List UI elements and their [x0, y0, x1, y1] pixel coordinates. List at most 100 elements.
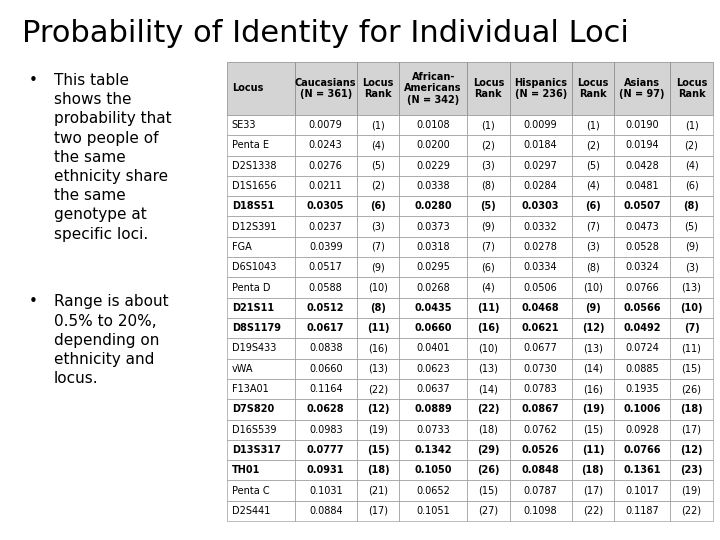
Bar	[467, 196, 510, 217]
Bar	[227, 420, 294, 440]
Text: 0.0303: 0.0303	[522, 201, 559, 211]
Bar	[510, 359, 572, 379]
Text: 0.0481: 0.0481	[626, 181, 659, 191]
Text: (15): (15)	[682, 364, 701, 374]
Bar	[227, 440, 294, 460]
Text: 0.0079: 0.0079	[309, 120, 343, 130]
Bar	[510, 278, 572, 298]
Bar	[399, 257, 467, 278]
Text: (5): (5)	[685, 221, 698, 232]
Bar	[399, 217, 467, 237]
Text: 0.0373: 0.0373	[416, 221, 450, 232]
Bar	[467, 501, 510, 521]
Bar	[510, 460, 572, 481]
Text: (19): (19)	[368, 424, 388, 435]
Text: 0.0506: 0.0506	[523, 282, 557, 293]
Text: 0.0566: 0.0566	[624, 303, 661, 313]
Bar	[399, 196, 467, 217]
Bar	[614, 257, 670, 278]
Bar	[572, 176, 614, 196]
Text: 0.0777: 0.0777	[307, 445, 344, 455]
Text: 0.0278: 0.0278	[523, 242, 557, 252]
Text: (9): (9)	[585, 303, 600, 313]
Bar	[572, 156, 614, 176]
Bar	[399, 379, 467, 399]
Bar	[467, 420, 510, 440]
Bar	[670, 135, 713, 156]
Text: 0.0200: 0.0200	[416, 140, 450, 150]
Text: 0.0184: 0.0184	[524, 140, 557, 150]
Bar	[467, 338, 510, 359]
Text: 0.0617: 0.0617	[307, 323, 344, 333]
Bar	[670, 379, 713, 399]
Bar	[399, 318, 467, 338]
Bar	[356, 62, 399, 115]
Bar	[467, 318, 510, 338]
Text: 0.0194: 0.0194	[626, 140, 659, 150]
Text: 0.0305: 0.0305	[307, 201, 344, 211]
Text: 0.0628: 0.0628	[307, 404, 345, 414]
Bar	[227, 257, 294, 278]
Bar	[510, 135, 572, 156]
Bar	[294, 501, 356, 521]
Text: TH01: TH01	[232, 465, 260, 475]
Text: 0.0838: 0.0838	[309, 343, 343, 354]
Bar	[227, 217, 294, 237]
Text: 0.0473: 0.0473	[626, 221, 659, 232]
Bar	[399, 399, 467, 420]
Text: 0.0512: 0.0512	[307, 303, 344, 313]
Text: (12): (12)	[366, 404, 390, 414]
Text: Locus
Rank: Locus Rank	[676, 78, 707, 99]
Bar	[399, 338, 467, 359]
Text: (6): (6)	[370, 201, 386, 211]
Text: 0.0517: 0.0517	[309, 262, 343, 272]
Bar	[467, 481, 510, 501]
Text: (22): (22)	[681, 506, 701, 516]
Text: (1): (1)	[685, 120, 698, 130]
Text: (13): (13)	[682, 282, 701, 293]
Text: (5): (5)	[371, 161, 385, 171]
Bar	[670, 440, 713, 460]
Bar	[510, 217, 572, 237]
Bar	[227, 278, 294, 298]
Text: •: •	[29, 73, 37, 88]
Bar	[399, 278, 467, 298]
Text: (3): (3)	[482, 161, 495, 171]
Bar	[510, 379, 572, 399]
Bar	[614, 481, 670, 501]
Bar	[670, 156, 713, 176]
Text: 0.0588: 0.0588	[309, 282, 343, 293]
Text: (17): (17)	[682, 424, 701, 435]
Text: (7): (7)	[371, 242, 385, 252]
Bar	[572, 399, 614, 420]
Bar	[510, 115, 572, 135]
Bar	[510, 257, 572, 278]
Text: Locus
Rank: Locus Rank	[362, 78, 394, 99]
Bar	[670, 278, 713, 298]
Text: 0.1935: 0.1935	[626, 384, 659, 394]
Bar	[399, 501, 467, 521]
Bar	[227, 135, 294, 156]
Text: 0.0884: 0.0884	[309, 506, 343, 516]
Bar	[572, 196, 614, 217]
Text: (2): (2)	[482, 140, 495, 150]
Bar	[614, 278, 670, 298]
Bar	[227, 359, 294, 379]
Text: (17): (17)	[583, 485, 603, 496]
Bar	[399, 420, 467, 440]
Bar	[614, 440, 670, 460]
Text: 0.0724: 0.0724	[625, 343, 660, 354]
Text: (18): (18)	[479, 424, 498, 435]
Text: 0.0983: 0.0983	[309, 424, 343, 435]
Text: 0.0324: 0.0324	[626, 262, 659, 272]
Bar	[467, 115, 510, 135]
Bar	[614, 501, 670, 521]
Text: (8): (8)	[586, 262, 600, 272]
Text: (8): (8)	[683, 201, 699, 211]
Text: (14): (14)	[583, 364, 603, 374]
Bar	[670, 399, 713, 420]
Bar	[572, 379, 614, 399]
Text: (8): (8)	[370, 303, 386, 313]
Text: 0.0787: 0.0787	[523, 485, 557, 496]
Text: D12S391: D12S391	[232, 221, 276, 232]
